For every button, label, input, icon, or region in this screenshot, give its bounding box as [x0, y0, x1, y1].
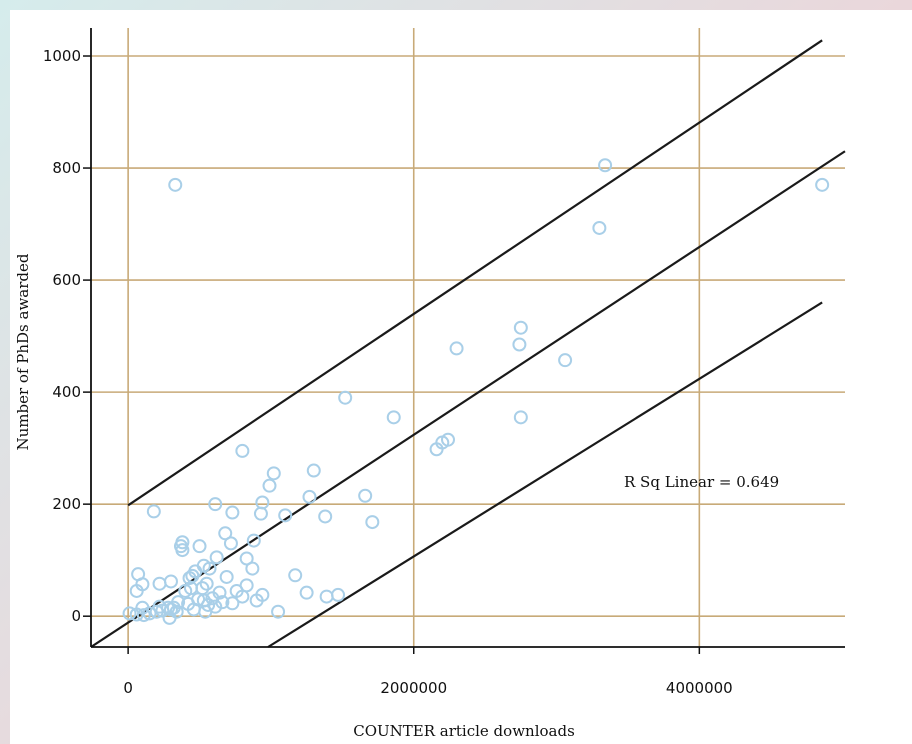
scatter-chart: 0 200 400 600 800 1000 0 2000000 4000000 R Sq L… — [14, 28, 846, 740]
x-tick-label: 2000000 — [380, 679, 447, 697]
data-point — [271, 604, 286, 619]
data-point — [149, 604, 164, 619]
x-tick-labels: 0 2000000 4000000 — [123, 647, 733, 697]
data-point — [255, 495, 270, 510]
y-tick-label: 800 — [52, 159, 81, 177]
data-point — [358, 488, 373, 503]
y-tick-label: 400 — [52, 383, 81, 401]
data-point — [598, 158, 613, 173]
data-point — [246, 533, 261, 548]
data-point — [201, 597, 216, 612]
data-point — [199, 576, 214, 591]
data-point — [365, 515, 380, 530]
data-point — [318, 509, 333, 524]
y-tick-labels: 0 200 400 600 800 1000 — [43, 47, 91, 625]
data-point — [225, 596, 240, 611]
data-point — [166, 600, 181, 615]
data-point — [168, 177, 183, 192]
data-point — [278, 508, 293, 523]
chart-panel: 0 200 400 600 800 1000 0 2000000 4000000 R Sq L… — [10, 10, 912, 744]
data-point — [129, 583, 144, 598]
data-point — [209, 550, 224, 565]
data-points — [122, 158, 830, 625]
data-point — [331, 587, 346, 602]
data-point — [513, 320, 528, 335]
data-point — [225, 505, 240, 520]
data-point — [449, 341, 464, 356]
y-axis-title: Number of PhDs awarded — [14, 253, 32, 450]
fit-line-fit — [90, 150, 846, 648]
data-point — [129, 607, 144, 622]
data-point — [512, 337, 527, 352]
data-point — [306, 463, 321, 478]
x-axis-title: COUNTER article downloads — [353, 722, 575, 740]
data-point — [245, 561, 260, 576]
data-point — [182, 571, 197, 586]
data-point — [266, 466, 281, 481]
data-point — [198, 604, 213, 619]
r-squared-annotation: R Sq Linear = 0.649 — [624, 473, 779, 491]
data-point — [202, 561, 217, 576]
data-point — [235, 589, 250, 604]
data-point — [235, 443, 250, 458]
data-point — [136, 608, 151, 623]
data-point — [239, 551, 254, 566]
data-point — [288, 568, 303, 583]
data-point — [192, 539, 207, 554]
y-tick-label: 0 — [71, 607, 81, 625]
data-point — [249, 593, 264, 608]
data-point — [262, 478, 277, 493]
data-point — [338, 390, 353, 405]
data-point — [386, 410, 401, 425]
data-point — [302, 489, 317, 504]
data-point — [219, 569, 234, 584]
data-point — [163, 574, 178, 589]
fit-line-upper — [127, 39, 823, 507]
y-tick-label: 200 — [52, 495, 81, 513]
x-tick-label: 0 — [123, 679, 133, 697]
data-point — [319, 589, 334, 604]
data-point — [208, 497, 223, 512]
data-point — [815, 177, 830, 192]
y-tick-label: 600 — [52, 271, 81, 289]
x-tick-label: 4000000 — [666, 679, 733, 697]
grid — [91, 28, 845, 647]
data-point — [122, 606, 137, 621]
data-point — [253, 506, 268, 521]
data-point — [513, 410, 528, 425]
fit-lines — [90, 39, 846, 648]
data-point — [218, 526, 233, 541]
data-point — [152, 576, 167, 591]
data-point — [223, 536, 238, 551]
fit-line-lower — [267, 301, 823, 648]
data-point — [215, 595, 230, 610]
data-point — [146, 504, 161, 519]
data-point — [299, 585, 314, 600]
data-point — [592, 220, 607, 235]
data-point — [175, 543, 190, 558]
data-point — [178, 583, 193, 598]
data-point — [558, 353, 573, 368]
y-tick-label: 1000 — [43, 47, 81, 65]
data-point — [429, 442, 444, 457]
